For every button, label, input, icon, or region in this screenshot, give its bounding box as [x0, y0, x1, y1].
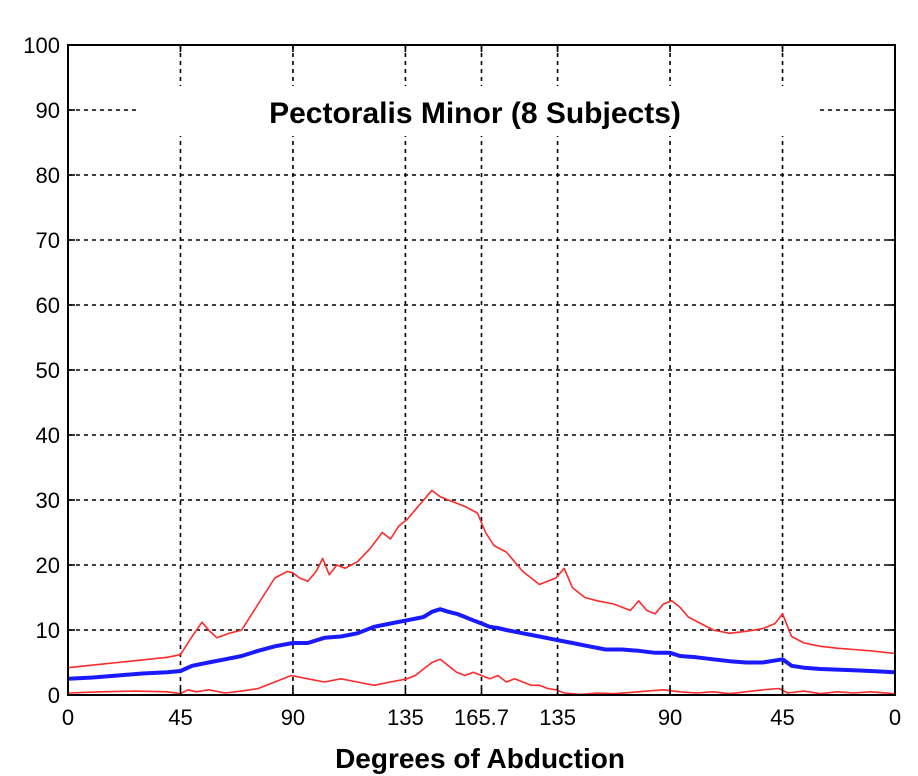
- x-tick-label: 135: [539, 705, 576, 730]
- y-tick-label: 100: [23, 33, 60, 58]
- series-line-mean: [67, 607, 896, 681]
- x-tick-label: 45: [168, 705, 192, 730]
- x-tick-label: 90: [281, 705, 305, 730]
- y-axis-ticks: 0 10 20 30 40 50 60 70 80 90 100: [23, 33, 895, 708]
- y-tick-label: 60: [36, 293, 60, 318]
- x-tick-label: 45: [770, 705, 794, 730]
- chart-title: Pectoralis Minor (8 Subjects): [269, 97, 681, 130]
- series-line-lower: [67, 658, 896, 696]
- x-tick-label: 0: [62, 705, 74, 730]
- y-tick-label: 90: [36, 98, 60, 123]
- series-layer: [67, 489, 896, 696]
- series-line-upper: [67, 489, 896, 669]
- grid: [68, 45, 895, 695]
- x-axis-ticks: 0 45 90 135 165.7 135 90 45 0: [62, 45, 901, 730]
- x-tick-label: 165.7: [454, 705, 509, 730]
- y-tick-label: 40: [36, 423, 60, 448]
- y-tick-label: 70: [36, 228, 60, 253]
- y-tick-label: 30: [36, 488, 60, 513]
- x-tick-label: 135: [387, 705, 424, 730]
- y-tick-label: 50: [36, 358, 60, 383]
- y-tick-label: 80: [36, 163, 60, 188]
- y-tick-label: 20: [36, 553, 60, 578]
- y-tick-label: 0: [48, 683, 60, 708]
- x-tick-label: 90: [658, 705, 682, 730]
- x-axis-label: Degrees of Abduction: [335, 743, 625, 774]
- title-background: [140, 86, 820, 136]
- x-tick-label: 0: [889, 705, 901, 730]
- y-tick-label: 10: [36, 618, 60, 643]
